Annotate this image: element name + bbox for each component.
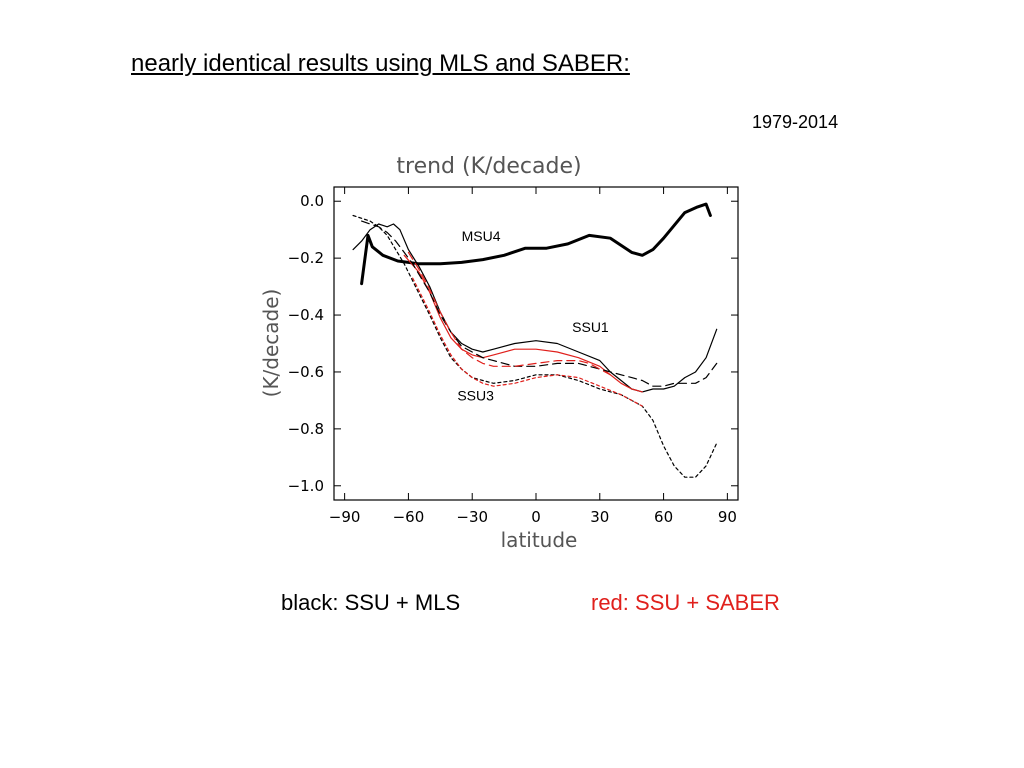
x-tick-label: −60 xyxy=(393,508,425,526)
annotation-ssu3: SSU3 xyxy=(457,387,494,403)
x-tick-label: 0 xyxy=(531,508,541,526)
x-tick-label: 30 xyxy=(590,508,609,526)
y-tick-label: −0.6 xyxy=(288,363,324,381)
x-tick-label: −30 xyxy=(456,508,488,526)
annotation-msu4: MSU4 xyxy=(462,228,501,244)
x-tick-label: 60 xyxy=(654,508,673,526)
y-tick-label: −1.0 xyxy=(288,477,324,495)
series-lines xyxy=(352,202,718,478)
y-tick-label: −0.8 xyxy=(288,420,324,438)
plot-frame xyxy=(333,186,739,501)
series-line-ssu3 xyxy=(352,214,718,478)
x-axis-label: latitude xyxy=(501,528,578,552)
series-line-ssu1-saber xyxy=(403,254,643,393)
annotation-ssu1: SSU1 xyxy=(572,319,609,335)
series-line-ssu1 xyxy=(352,223,718,393)
period-label: 1979-2014 xyxy=(752,112,839,132)
series-line-ssu3-saber xyxy=(412,277,643,407)
y-tick-label: −0.2 xyxy=(288,249,324,267)
series-line-msu4 xyxy=(360,202,712,286)
slide-heading: nearly identical results using MLS and S… xyxy=(131,50,630,77)
legend-black-label: black: SSU + MLS xyxy=(281,590,461,615)
y-tick-label: −0.4 xyxy=(288,306,324,324)
series-line-ssu2 xyxy=(361,220,718,387)
x-tick-label: 90 xyxy=(718,508,737,526)
y-tick-label: 0.0 xyxy=(300,192,324,210)
series-line-ssu2-saber xyxy=(407,251,611,376)
axis-ticks: −90 −60 −30 0 30 60 90 0.0 −0.2 −0.4 −0.6 −0.8 −1.0 xyxy=(288,187,738,526)
series-annotations: MSU4 SSU1 SSU3 xyxy=(457,228,609,403)
chart-title: trend (K/decade) xyxy=(396,154,581,179)
legend-red-label: red: SSU + SABER xyxy=(591,590,780,615)
y-axis-label: (K/decade) xyxy=(259,289,283,398)
x-tick-label: −90 xyxy=(329,508,361,526)
